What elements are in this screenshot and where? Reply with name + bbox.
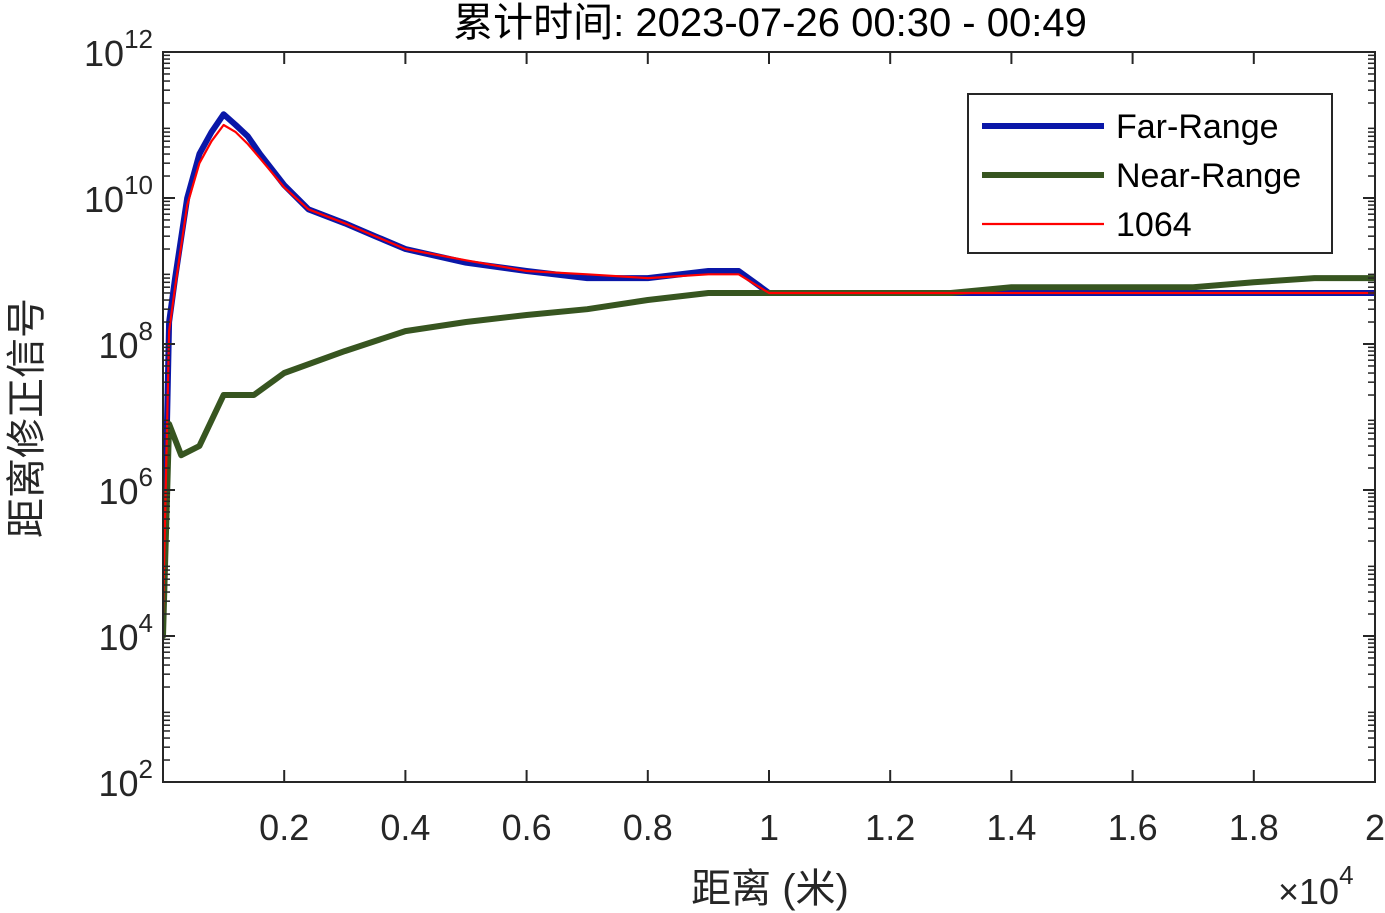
y-axis-label: 距离修正信号 <box>5 298 49 538</box>
x-multiplier-base: ×10 <box>1278 871 1339 912</box>
legend-label-3: 1064 <box>1116 206 1192 244</box>
x-tick-label-10: 2 <box>1365 807 1385 848</box>
series-line-3 <box>163 123 1375 616</box>
x-tick-label-7: 1.4 <box>986 807 1036 848</box>
x-multiplier-exp: 4 <box>1339 860 1353 890</box>
y-tick-label-6: 1012 <box>84 24 153 74</box>
x-tick-label-4: 0.8 <box>623 807 673 848</box>
series-layer <box>163 111 1375 639</box>
x-tick-label-9: 1.8 <box>1229 807 1279 848</box>
chart-title: 累计时间: 2023-07-26 00:30 - 00:49 <box>453 1 1087 45</box>
y-tick-label-2: 104 <box>98 608 153 658</box>
x-axis-label: 距离 (米) <box>691 867 849 911</box>
series-line-2 <box>163 275 1375 639</box>
y-tick-label-1: 102 <box>98 754 153 804</box>
y-tick-label-4: 108 <box>98 316 153 366</box>
x-tick-label-1: 0.2 <box>259 807 309 848</box>
x-axis-multiplier: ×104 <box>1278 860 1354 912</box>
x-tick-label-8: 1.6 <box>1108 807 1158 848</box>
x-tick-label-5: 1 <box>759 807 779 848</box>
ticks: 0.2 0.4 0.6 0.8 1 1.2 1.4 1.6 1.8 2 102 104 106 108 10… <box>84 24 1385 848</box>
x-tick-label-6: 1.2 <box>865 807 915 848</box>
x-tick-label-2: 0.4 <box>380 807 430 848</box>
x-tick-label-3: 0.6 <box>502 807 552 848</box>
legend-label-2: Near-Range <box>1116 157 1301 195</box>
legend: Far-Range Near-Range 1064 <box>967 93 1333 254</box>
y-tick-label-3: 106 <box>98 462 153 512</box>
y-tick-label-5: 1010 <box>84 170 153 220</box>
legend-label-1: Far-Range <box>1116 108 1279 146</box>
